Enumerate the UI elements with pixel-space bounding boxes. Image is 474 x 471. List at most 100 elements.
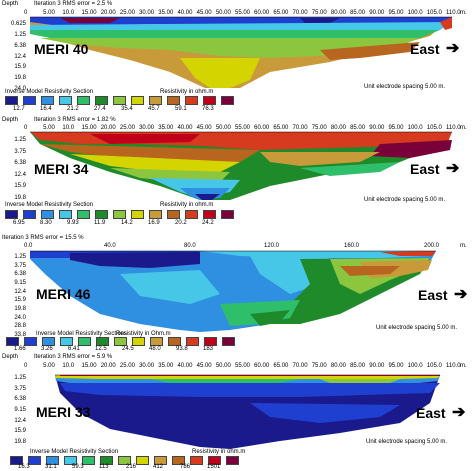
depth-tick-label: 19.8 — [14, 195, 26, 201]
legend-value: 183 — [203, 346, 214, 352]
legend-value: 16.3 — [18, 464, 30, 470]
legend-value: 8.30 — [40, 220, 52, 226]
legend-swatch — [78, 337, 91, 346]
legend-value: 9.93 — [67, 220, 79, 226]
x-tick-label: 70.00 — [292, 125, 308, 131]
legend-value: 31.1 — [45, 464, 57, 470]
x-tick-label: 35.00 — [158, 125, 174, 131]
spacing-text: Unit electrode spacing 5.00 m. — [366, 439, 448, 445]
legend-swatch — [168, 337, 181, 346]
depth-tick-label: 3.75 — [14, 148, 26, 155]
x-tick-label: 70.00 — [292, 10, 308, 16]
depth-tick-label: 24.0 — [14, 314, 26, 321]
depth-tick-label: 1.25 — [14, 254, 26, 260]
legend-swatch — [113, 210, 126, 219]
legend-swatch — [82, 456, 95, 465]
iteration-text: Iteration 3 RMS error = 2.5 % — [34, 1, 113, 7]
direction-label: East — [418, 287, 448, 303]
resistivity-label: Resistivity in ohm.m — [160, 202, 214, 208]
x-tick-label: 15.00 — [81, 363, 97, 369]
x-tick-label: 85.00 — [350, 363, 366, 369]
depth-tick-label: 6.38 — [14, 160, 26, 167]
legend-swatch — [149, 210, 162, 219]
legend-swatch — [203, 210, 216, 219]
depth-tick-label: 1.25 — [14, 137, 26, 143]
legend-value: 59.1 — [175, 106, 187, 112]
x-tick-label: 40.00 — [177, 363, 193, 369]
legend-swatch — [46, 456, 59, 465]
legend-value: 16.9 — [148, 220, 160, 226]
east-arrow-icon: ➔ — [446, 40, 460, 57]
iteration-text: Iteration 3 RMS error = 15.5 % — [2, 235, 84, 241]
iteration-text: Iteration 3 RMS error = 5.9 % — [34, 354, 113, 360]
x-tick-label: 85.00 — [350, 125, 366, 131]
x-tick-label: 75.00 — [311, 10, 327, 16]
x-tick-label: 60.00 — [254, 363, 270, 369]
legend-value: 3.26 — [41, 346, 53, 352]
x-tick-label: 200.0 — [424, 243, 440, 249]
x-tick-label: 10.0 — [62, 125, 75, 131]
depth-tick-label: 12.4 — [14, 171, 26, 178]
legend-value: 11.9 — [94, 220, 106, 226]
legend-swatch — [167, 96, 180, 105]
legend-value: 216 — [126, 464, 137, 470]
legend-swatch — [59, 210, 72, 219]
legend-value: 21.2 — [67, 106, 79, 112]
x-tick-label: 75.00 — [311, 125, 327, 131]
x-tick-label: 25.00 — [119, 125, 135, 131]
x-tick-label: 110.0 — [446, 10, 461, 16]
x-tick-label: 120.0 — [264, 243, 280, 249]
panel-meri-34: Depth Iteration 3 RMS error = 1.82 % m. … — [0, 116, 474, 233]
legend-value: 93.8 — [176, 346, 188, 352]
legend-value: 45.7 — [148, 106, 160, 112]
depth-tick-label: 24.0 — [14, 86, 26, 92]
legend-value: 48.0 — [149, 346, 161, 352]
x-tick-label: 160.0 — [344, 243, 360, 249]
x-unit: m. — [460, 10, 467, 16]
spacing-text: Unit electrode spacing 5.00 m. — [364, 197, 446, 203]
x-tick-label: 95.00 — [388, 10, 404, 16]
legend-value: 6.95 — [13, 220, 25, 226]
legend-swatch — [41, 96, 54, 105]
depth-tick-label: 3.75 — [14, 385, 26, 392]
resistivity-label: Resistivity in ohm.m — [160, 89, 214, 95]
section-title: Inverse Model Resistivity Section — [5, 202, 94, 208]
spacing-text: Unit electrode spacing 5.00 m. — [364, 84, 446, 90]
legend-swatch — [23, 96, 36, 105]
panel-meri-40: Depth Iteration 3 RMS error = 2.5 % m. M… — [0, 0, 474, 117]
x-tick-label: 0 — [24, 363, 28, 369]
x-tick-label: 90.00 — [369, 125, 385, 131]
panel-meri-33: Depth Iteration 3 RMS error = 5.9 % m. M… — [0, 353, 474, 470]
x-tick-label: 45.00 — [196, 363, 212, 369]
legend-swatch — [226, 456, 239, 465]
legend-swatch — [131, 96, 144, 105]
x-tick-label: 35.00 — [158, 10, 174, 16]
legend-value: 412 — [153, 464, 164, 470]
depth-tick-label: 28.8 — [14, 323, 26, 330]
depth-tick-label: 15.9 — [14, 428, 26, 435]
x-tick-label: 20.00 — [100, 363, 116, 369]
x-tick-label: 5.00 — [43, 125, 55, 131]
x-tick-label: 30.00 — [139, 363, 155, 369]
profile-name: MERI 40 — [34, 41, 89, 57]
x-tick-label: 65.00 — [273, 10, 289, 16]
depth-tick-label: 6.38 — [14, 396, 26, 403]
x-tick-label: 105.0 — [426, 10, 442, 16]
depth-label: Depth — [2, 354, 19, 360]
legend-swatch — [59, 96, 72, 105]
depth-tick-label: 19.8 — [14, 306, 26, 312]
profile-name: MERI 46 — [36, 286, 91, 302]
legend-value: 1501 — [207, 464, 221, 470]
depth-tick-label: 15.9 — [14, 64, 26, 71]
legend-swatch — [114, 337, 127, 346]
color-legend — [10, 456, 244, 465]
legend-swatch — [23, 210, 36, 219]
legend-swatch — [5, 210, 18, 219]
x-tick-label: 80.00 — [330, 10, 346, 16]
x-tick-label: 90.00 — [369, 363, 385, 369]
resistivity-label: Resistivity in ohm.m — [192, 449, 246, 455]
direction-label: East — [410, 161, 440, 177]
color-legend — [5, 96, 239, 105]
x-tick-label: 50.00 — [215, 363, 231, 369]
legend-swatch — [149, 96, 162, 105]
